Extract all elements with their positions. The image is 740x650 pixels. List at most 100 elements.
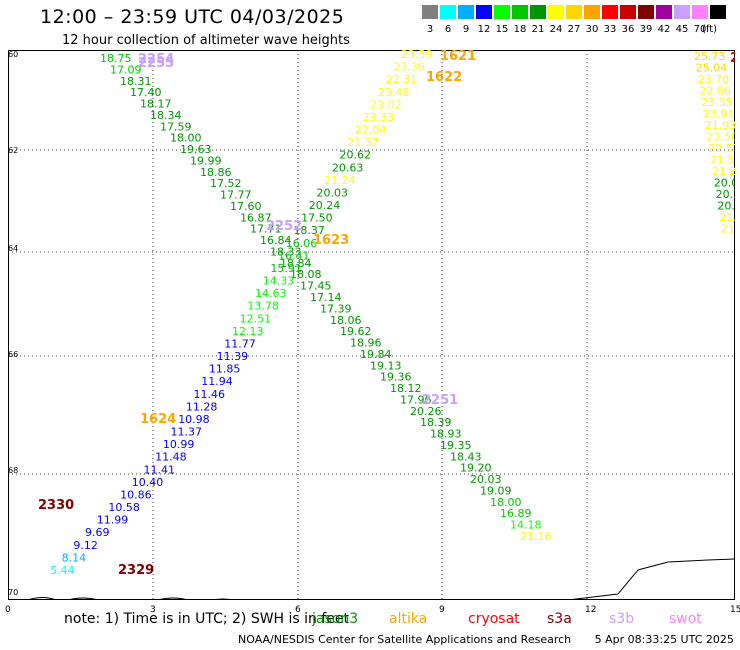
legend-swatch <box>710 5 726 19</box>
map-title: 12:00 – 23:59 UTC 04/03/2025 <box>40 6 345 28</box>
jason3-swh-label: 20.26 <box>410 405 442 418</box>
jason3-swh-label: 18.17 <box>140 98 172 111</box>
satellite-legend-s3b: s3b <box>609 611 635 627</box>
altika-swh-label: 5.44 <box>50 564 75 577</box>
altika-swh-label: 12.51 <box>240 312 272 325</box>
altika-swh-label: 20.63 <box>332 161 364 174</box>
generation-timestamp: 5 Apr 08:33:25 UTC 2025 <box>594 633 734 646</box>
jason3-swh-label: 18.96 <box>350 337 382 350</box>
jason3-swh-label: 18.31 <box>120 75 152 88</box>
latitude-label: 64 <box>8 244 19 253</box>
jason3-swh-label: 19.09 <box>480 484 512 497</box>
altika-swh-label: 14.63 <box>255 287 287 300</box>
legend-label: 36 <box>621 24 635 35</box>
overpass-time-label: 2254 <box>138 52 174 67</box>
jason3-swh-label: 19.13 <box>370 359 402 372</box>
legend-label: 24 <box>549 24 563 35</box>
legend-label: 18 <box>513 24 527 35</box>
edge-swh-label: 23.70 <box>698 73 730 86</box>
altika-swh-label: 20.24 <box>309 199 341 212</box>
legend-swatch <box>638 5 654 19</box>
altika-swh-label: 11.85 <box>209 363 241 376</box>
jason3-swh-label: 19.84 <box>360 348 392 361</box>
legend-swatch <box>476 5 492 19</box>
legend-swatch <box>512 5 528 19</box>
jason3-swh-label: 18.08 <box>290 268 322 281</box>
jason3-swh-label: 19.36 <box>380 371 412 384</box>
note-text: note: 1) Time is in UTC; 2) SWH is in fe… <box>64 611 350 627</box>
altika-swh-label: 11.48 <box>155 451 187 464</box>
jason3-swh-label: 21.16 <box>520 530 552 543</box>
edge-swh-label: 23.50 <box>707 131 735 144</box>
altika-swh-label: 22.31 <box>386 73 418 86</box>
legend-label: 3 <box>426 24 434 35</box>
satellite-legend-altika: altika <box>389 611 428 627</box>
satellite-legend-cryosat: cryosat <box>468 611 520 627</box>
edge-swh-label: 25.04 <box>696 62 728 75</box>
jason3-swh-label: 17.71 <box>250 223 282 236</box>
legend-swatch <box>458 5 474 19</box>
legend-swatch <box>530 5 546 19</box>
wave-height-map: 18.75 17.09 18.31 17.40 18.17 18.34 17.59 18.00… <box>8 50 735 600</box>
jason3-swh-label: 18.34 <box>150 109 182 122</box>
jason3-swh-label: 18.86 <box>200 166 232 179</box>
altika-swh-label: 11.41 <box>143 463 175 476</box>
legend-swatch <box>494 5 510 19</box>
jason3-swh-label: 18.06 <box>330 314 362 327</box>
longitude-label: 0 <box>5 605 11 615</box>
altika-swh-label: 9.69 <box>85 526 110 539</box>
longitude-label: 15 <box>730 605 740 615</box>
legend-label: 9 <box>462 24 470 35</box>
jason3-swh-label: 17.09 <box>110 63 142 76</box>
overpass-time-label: 1622 <box>426 70 462 85</box>
latitude-label: 60 <box>8 50 19 59</box>
altika-swh-label: 20.62 <box>340 149 372 162</box>
overpass-time-label: 1621 <box>440 50 476 64</box>
satellite-legend-swot: swot <box>669 611 702 627</box>
jason3-swh-label: 19.63 <box>180 143 212 156</box>
edge-swh-label: 20.24 <box>716 188 735 201</box>
jason3-swh-label: 19.62 <box>340 325 372 338</box>
jason3-swh-label: 17.52 <box>210 177 242 190</box>
longitude-label: 12 <box>585 605 597 615</box>
overpass-time-label: 2251 <box>422 393 458 408</box>
map-subtitle: 12 hour collection of altimeter wave hei… <box>62 33 350 48</box>
jason3-swh-label: 17.45 <box>300 280 332 293</box>
altika-swh-label: 11.46 <box>194 388 226 401</box>
note-row: note: 1) Time is in UTC; 2) SWH is in fe… <box>0 611 740 629</box>
altika-swh-label: 14.33 <box>263 275 295 288</box>
jason3-swh-label: 16.87 <box>240 211 272 224</box>
altika-swh-label: 23.48 <box>378 86 410 99</box>
jason3-swh-label: 19.20 <box>460 462 492 475</box>
edge-swh-label: 21.24 <box>712 165 735 178</box>
satellite-legend-jason3: jason3 <box>312 611 359 627</box>
longitude-label: 3 <box>150 605 156 615</box>
jason3-swh-label: 14.18 <box>510 519 542 532</box>
altika-swh-label: 23.33 <box>363 111 395 124</box>
altika-swh-label: 10.40 <box>132 476 164 489</box>
jason3-swh-label: 18.00 <box>490 496 522 509</box>
jason3-swh-label: 18.33 <box>270 245 302 258</box>
jason3-swh-label: 17.59 <box>160 120 192 133</box>
overpass-time-label: 1624 <box>140 412 176 427</box>
altika-swh-label: 23.02 <box>370 98 402 111</box>
jason3-swh-label: 18.43 <box>450 450 482 463</box>
legend-swatch <box>440 5 456 19</box>
altika-swh-label: 8.14 <box>62 551 86 564</box>
jason3-swh-label: 16.84 <box>260 234 292 247</box>
legend-swatch <box>620 5 636 19</box>
overpass-time-label: 2252 <box>266 219 302 234</box>
jason3-swh-label: 17.14 <box>310 291 342 304</box>
legend-label: 21 <box>531 24 545 35</box>
coastline <box>27 558 735 600</box>
jason3-swh-label: 19.99 <box>190 154 222 167</box>
altika-swh-label: 10.86 <box>120 488 152 501</box>
legend-label: 12 <box>477 24 491 35</box>
altika-swh-label: 10.58 <box>108 501 140 514</box>
altika-swh-label: 21.24 <box>324 174 356 187</box>
latitude-label: 70 <box>8 588 19 597</box>
altika-swh-label: 17.50 <box>301 212 333 225</box>
jason3-swh-label: 18.39 <box>420 416 452 429</box>
edge-swh-label: 22.86 <box>699 85 731 98</box>
latitude-label: 62 <box>8 146 19 155</box>
